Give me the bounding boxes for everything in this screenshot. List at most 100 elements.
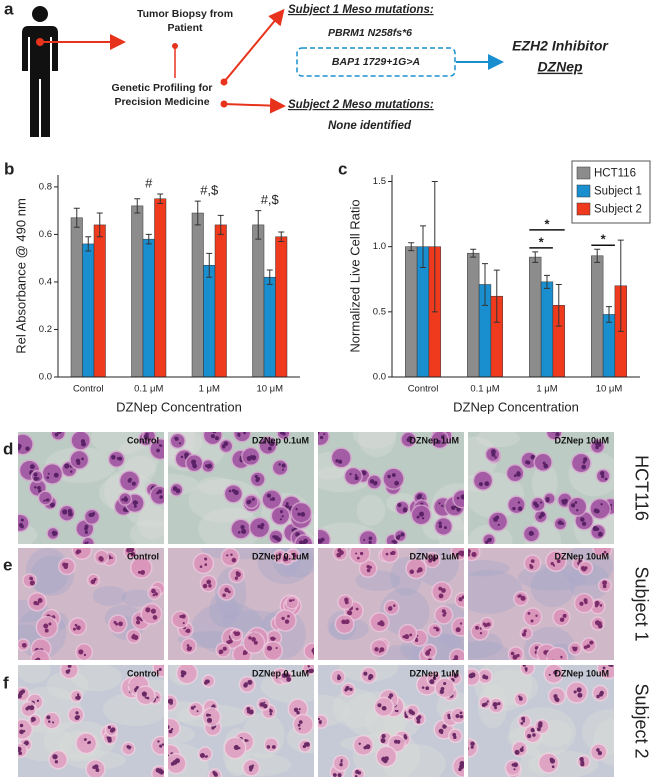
nucleus xyxy=(551,765,555,769)
nucleus xyxy=(403,734,407,738)
nucleus xyxy=(308,668,313,673)
nucleus xyxy=(601,474,605,479)
cell xyxy=(359,531,377,544)
stain-patch xyxy=(137,505,164,540)
nucleus xyxy=(513,768,516,771)
nucleus xyxy=(416,515,420,519)
nucleus xyxy=(416,569,420,573)
nucleus xyxy=(19,729,24,735)
nucleus xyxy=(247,679,253,685)
nucleus xyxy=(74,623,78,627)
nucleus xyxy=(347,610,353,616)
panel-label: c xyxy=(338,159,347,178)
nucleus xyxy=(263,701,266,704)
nucleus xyxy=(281,463,286,468)
nucleus xyxy=(233,744,239,751)
mutation: None identified xyxy=(328,120,412,132)
nucleus xyxy=(76,625,81,631)
nucleus xyxy=(594,604,599,608)
nucleus xyxy=(243,432,246,435)
nucleus xyxy=(363,745,367,750)
nucleus xyxy=(18,523,24,528)
bar xyxy=(154,198,167,378)
nucleus xyxy=(146,432,149,436)
nucleus xyxy=(269,712,273,716)
micrograph-label: DZNep 1uM xyxy=(410,435,460,445)
nucleus xyxy=(409,569,415,575)
nucleus xyxy=(115,622,119,626)
bar xyxy=(70,217,83,378)
nucleus xyxy=(228,639,233,644)
nucleus xyxy=(168,729,173,734)
nucleus xyxy=(184,452,189,458)
nucleus xyxy=(94,578,97,581)
nucleus xyxy=(266,493,272,498)
nucleus xyxy=(152,593,156,597)
nucleus xyxy=(270,636,273,640)
nucleus xyxy=(354,476,359,481)
nucleus xyxy=(436,439,441,444)
stain-patch xyxy=(121,589,154,607)
micrograph-label: DZNep 1uM xyxy=(410,551,460,561)
nucleus xyxy=(298,727,301,730)
nucleus xyxy=(206,579,212,585)
nucleus xyxy=(297,723,301,727)
nucleus xyxy=(151,588,156,594)
y-tick-label: 0.5 xyxy=(373,306,386,317)
row-label: HCT116 xyxy=(631,455,651,521)
nucleus xyxy=(526,460,531,465)
nucleus xyxy=(604,477,608,481)
bar xyxy=(82,243,95,378)
nucleus xyxy=(98,556,104,561)
nucleus xyxy=(281,468,285,471)
cell xyxy=(553,609,569,625)
nucleus xyxy=(77,715,81,719)
nucleus xyxy=(581,464,587,470)
nucleus xyxy=(140,570,145,575)
nucleus xyxy=(33,472,38,477)
error-bar xyxy=(96,212,103,238)
nucleus xyxy=(336,552,342,558)
nucleus xyxy=(156,696,159,699)
nucleus xyxy=(107,738,112,743)
nucleus xyxy=(583,457,588,462)
nucleus xyxy=(46,476,50,479)
nucleus xyxy=(144,696,147,699)
nucleus xyxy=(536,727,541,732)
nucleus xyxy=(170,762,175,766)
nucleus xyxy=(83,738,87,741)
nucleus xyxy=(63,564,69,569)
error-bar xyxy=(255,210,262,240)
nucleus xyxy=(527,611,531,615)
nucleus xyxy=(44,628,49,633)
nucleus xyxy=(602,666,606,670)
nucleus xyxy=(600,471,605,476)
nucleus xyxy=(237,531,241,534)
bar xyxy=(131,205,144,378)
nucleus xyxy=(231,557,237,563)
nucleus xyxy=(204,755,208,758)
nucleus xyxy=(576,508,579,512)
nucleus xyxy=(18,445,21,451)
nucleus xyxy=(368,536,373,541)
nucleus xyxy=(593,508,599,514)
nucleus xyxy=(253,640,258,645)
nucleus xyxy=(223,441,229,447)
cell xyxy=(177,665,197,683)
nucleus xyxy=(20,518,24,522)
legend-label: Subject 1 xyxy=(594,186,642,198)
micrograph-label: Control xyxy=(127,435,159,445)
nucleus xyxy=(157,768,163,774)
nucleus xyxy=(123,497,129,502)
micrograph-label: DZNep 10uM xyxy=(554,435,609,445)
nucleus xyxy=(295,507,298,511)
nucleus xyxy=(88,512,93,518)
nucleus xyxy=(393,540,397,544)
nucleus xyxy=(47,472,50,475)
nucleus xyxy=(179,615,183,619)
nucleus xyxy=(300,512,306,517)
diagram-text: Precision Medicine xyxy=(114,96,209,108)
nucleus xyxy=(460,553,464,557)
nucleus xyxy=(34,486,37,489)
nucleus xyxy=(190,706,195,710)
